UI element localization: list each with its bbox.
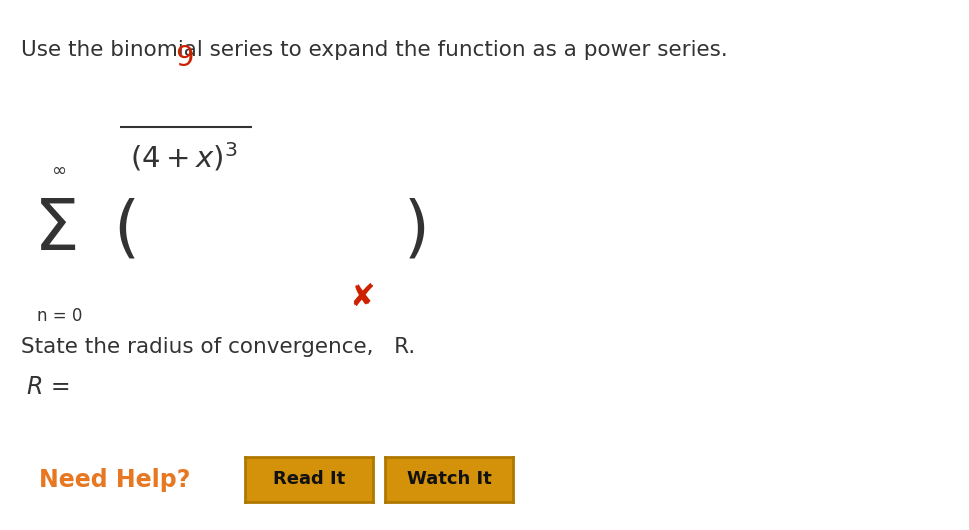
Text: R =: R = [27, 375, 71, 399]
Text: Read It: Read It [272, 471, 345, 489]
Text: (: ( [113, 198, 139, 263]
Text: ∞: ∞ [50, 162, 66, 180]
Text: 9: 9 [174, 43, 194, 72]
Text: Σ: Σ [33, 196, 79, 265]
Text: $(4 + x)^3$: $(4 + x)^3$ [130, 140, 238, 173]
Text: ✘: ✘ [349, 284, 374, 312]
Text: Need Help?: Need Help? [39, 468, 190, 492]
Text: ): ) [404, 198, 429, 263]
Text: n = 0: n = 0 [37, 307, 82, 325]
Text: Watch It: Watch It [406, 471, 491, 489]
Text: State the radius of convergence,   R.: State the radius of convergence, R. [21, 337, 415, 357]
Text: Use the binomial series to expand the function as a power series.: Use the binomial series to expand the fu… [21, 40, 728, 60]
